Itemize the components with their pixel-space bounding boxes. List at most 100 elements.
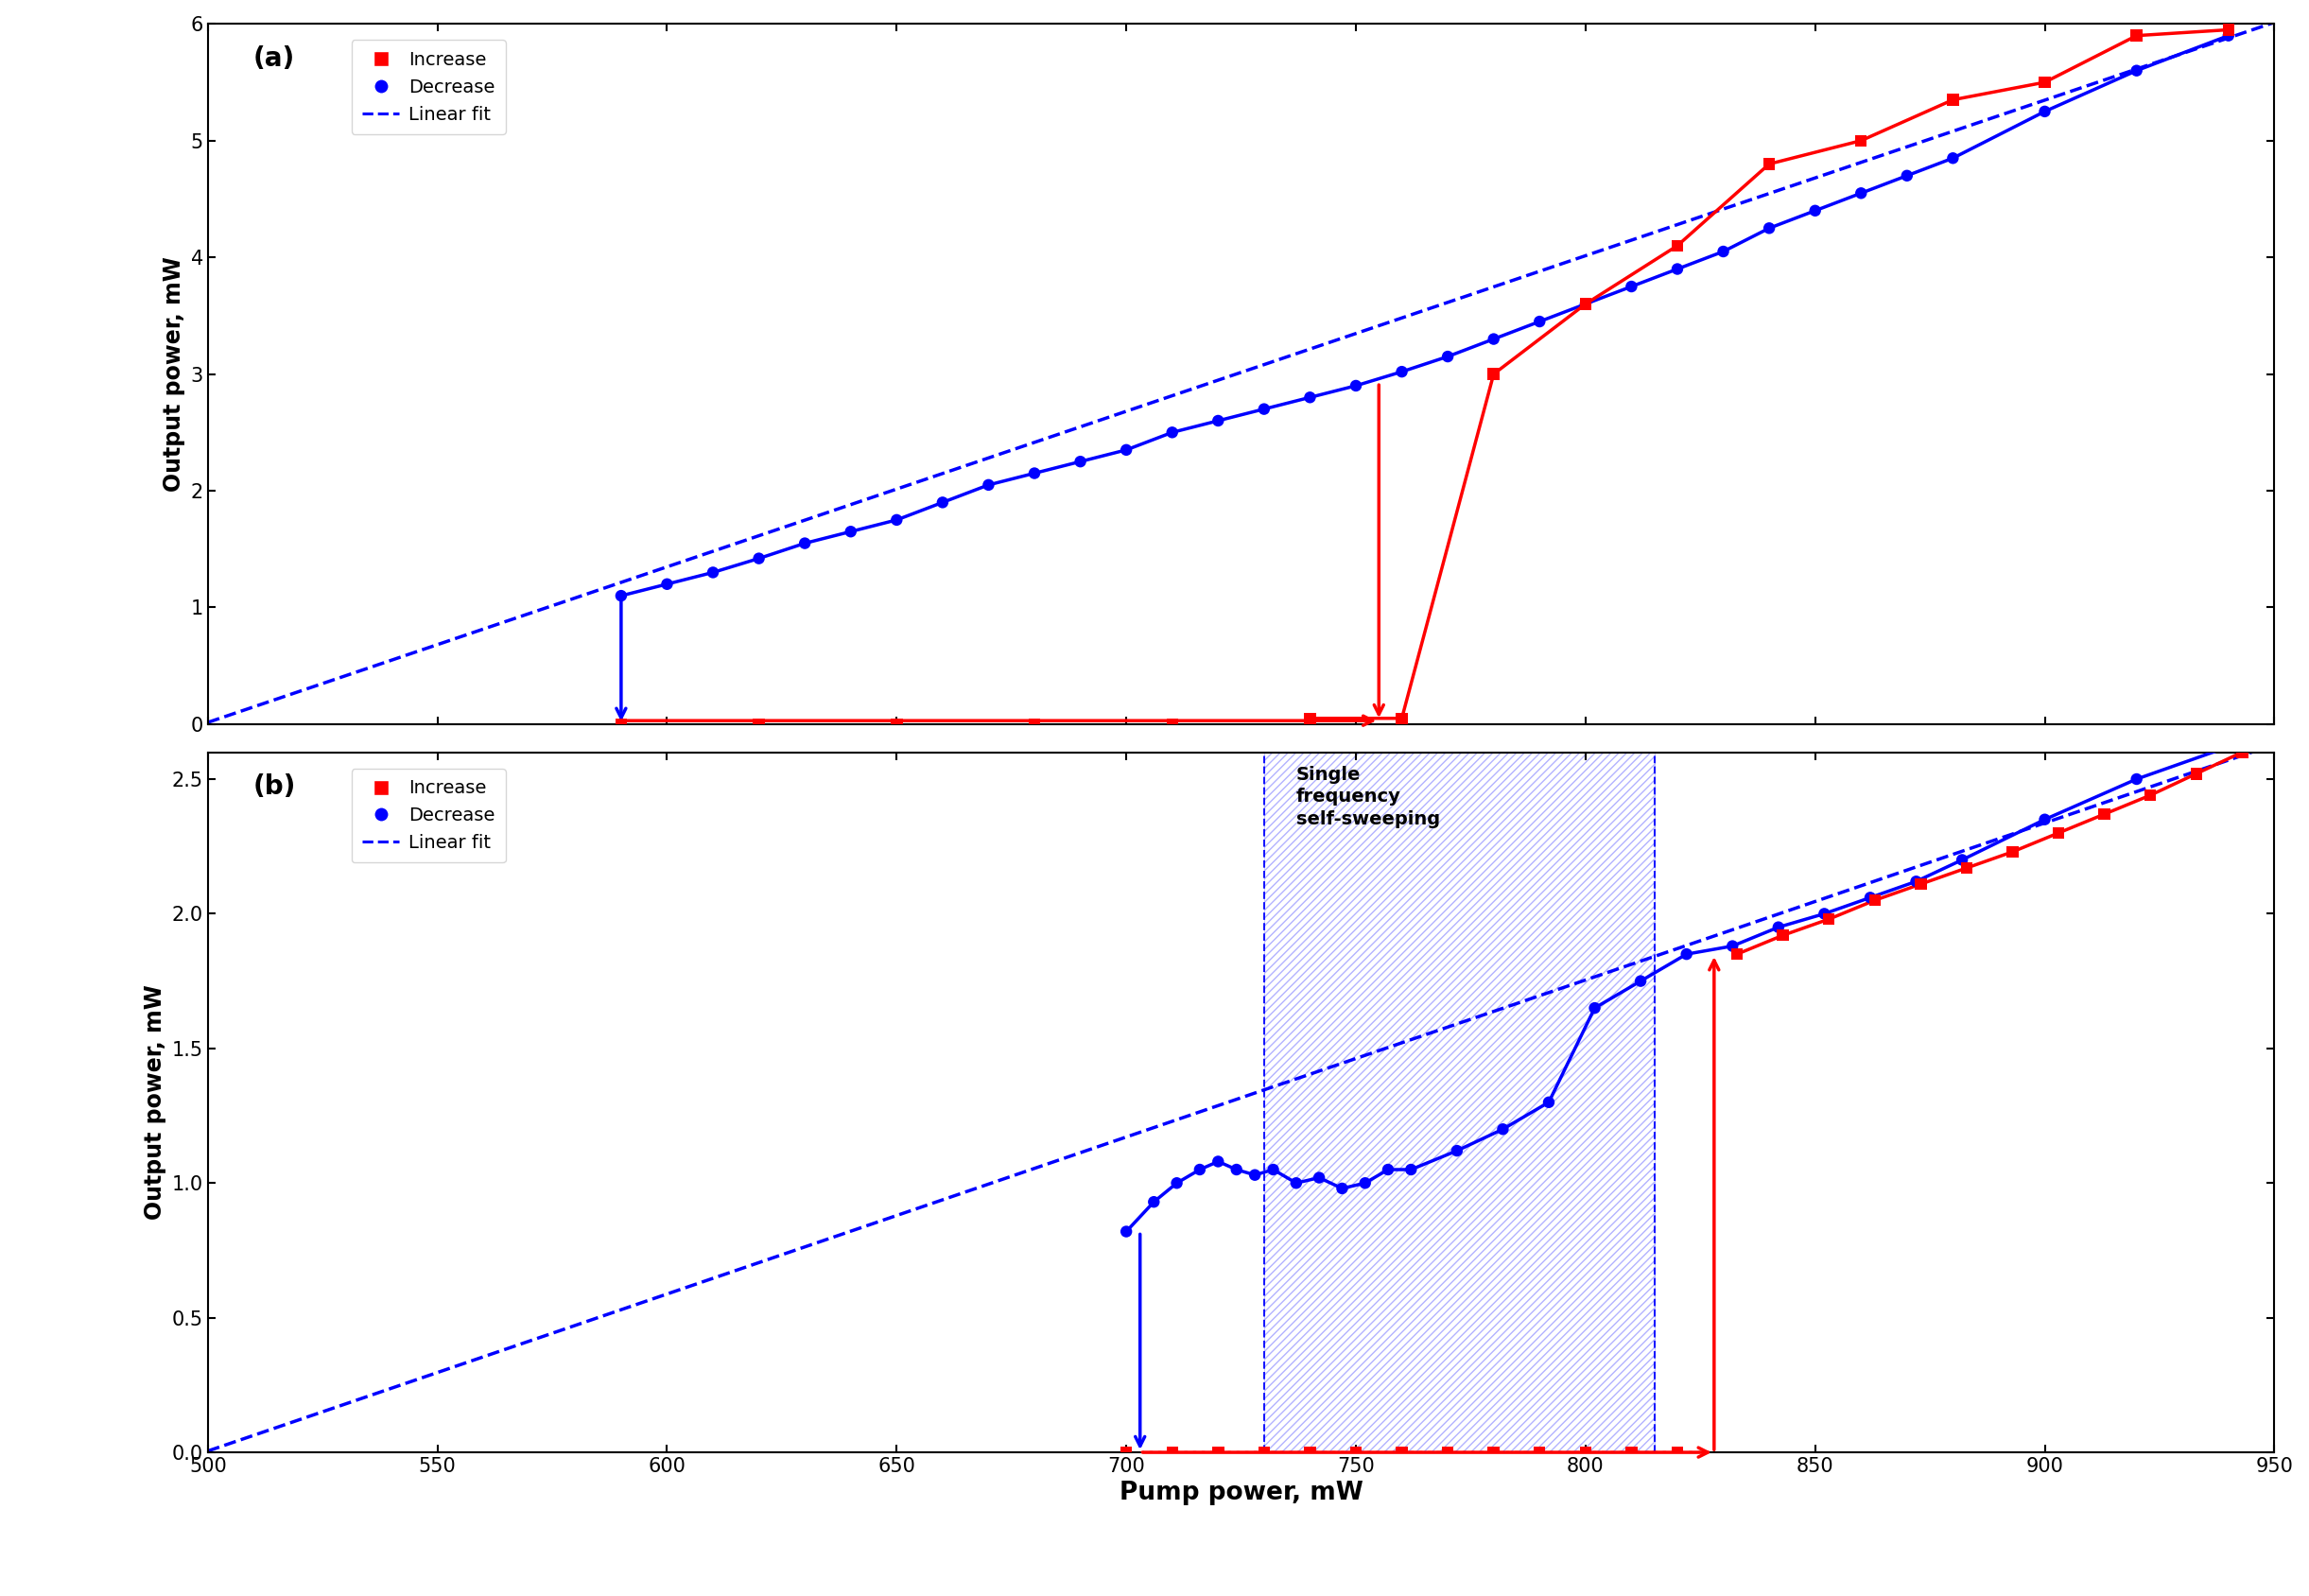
Decrease <box>1219 1157 1256 1183</box>
Increase <box>2224 739 2261 764</box>
Decrease <box>1889 163 1926 188</box>
Point <box>1568 1440 1605 1465</box>
Increase <box>1568 290 1605 316</box>
Decrease <box>1369 1157 1406 1183</box>
Point <box>1429 1440 1466 1465</box>
Legend: Increase, Decrease, Linear fit: Increase, Decrease, Linear fit <box>351 40 506 134</box>
Legend: Increase, Decrease, Linear fit: Increase, Decrease, Linear fit <box>351 768 506 863</box>
Decrease <box>1623 969 1660 994</box>
Decrease <box>2027 99 2064 124</box>
Decrease <box>2210 22 2247 48</box>
Decrease <box>1750 215 1787 241</box>
Decrease <box>1108 437 1145 463</box>
Decrease <box>741 546 778 571</box>
Decrease <box>1485 1117 1522 1143</box>
Point <box>1201 1440 1238 1465</box>
Increase <box>1764 922 1801 948</box>
Increase <box>1016 712 1053 737</box>
Decrease <box>1568 290 1605 316</box>
Decrease <box>1383 359 1420 385</box>
Point <box>1154 1440 1191 1465</box>
Decrease <box>1245 396 1281 421</box>
Decrease <box>2117 57 2154 83</box>
Decrease <box>831 519 868 544</box>
Decrease <box>1154 420 1191 445</box>
Decrease <box>1944 847 1981 873</box>
Point <box>1475 1440 1512 1465</box>
Increase <box>2177 761 2214 787</box>
Increase <box>1935 88 1972 113</box>
Decrease <box>1291 385 1328 410</box>
Decrease <box>787 530 824 555</box>
Decrease <box>1713 934 1750 959</box>
Decrease <box>695 560 732 586</box>
Decrease <box>1277 1170 1314 1195</box>
Increase <box>741 712 778 737</box>
Increase <box>1843 128 1880 153</box>
Increase <box>1475 361 1512 386</box>
Decrease <box>1704 239 1741 265</box>
Text: (b): (b) <box>254 772 296 800</box>
Decrease <box>2210 734 2247 760</box>
Increase <box>1995 839 2032 865</box>
Increase <box>603 712 640 737</box>
Increase <box>1949 855 1986 881</box>
Increase <box>1856 887 1893 913</box>
Decrease <box>2117 766 2154 792</box>
Decrease <box>1136 1189 1173 1215</box>
Point <box>1108 1440 1145 1465</box>
Decrease <box>1429 343 1466 369</box>
Decrease <box>1108 1219 1145 1245</box>
Decrease <box>1182 1157 1219 1183</box>
Decrease <box>1806 902 1843 927</box>
Decrease <box>1614 275 1651 300</box>
Increase <box>1383 705 1420 731</box>
Point <box>1245 1440 1281 1465</box>
Decrease <box>2027 806 2064 832</box>
Increase <box>2131 782 2168 808</box>
Decrease <box>1159 1170 1196 1195</box>
Increase <box>1750 152 1787 177</box>
X-axis label: Pump power, mW: Pump power, mW <box>1120 1481 1362 1505</box>
Decrease <box>1439 1138 1475 1163</box>
Decrease <box>1898 868 1935 894</box>
Decrease <box>1346 1170 1383 1195</box>
Increase <box>1718 942 1755 967</box>
Decrease <box>1475 326 1512 351</box>
Increase <box>2041 820 2078 846</box>
Decrease <box>1531 1090 1568 1116</box>
Increase <box>2210 18 2247 43</box>
Decrease <box>1337 373 1374 399</box>
Increase <box>2085 801 2122 827</box>
Point <box>1337 1440 1374 1465</box>
Decrease <box>1201 1149 1238 1175</box>
Decrease <box>1759 915 1796 940</box>
Decrease <box>1852 884 1889 910</box>
Decrease <box>1935 145 1972 171</box>
Decrease <box>1796 198 1833 223</box>
Increase <box>1658 233 1695 259</box>
Point <box>1614 1440 1651 1465</box>
Increase <box>2027 70 2064 96</box>
Decrease <box>1522 308 1559 334</box>
Point <box>1522 1440 1559 1465</box>
Increase <box>1903 871 1940 897</box>
Decrease <box>1016 461 1053 487</box>
Decrease <box>1392 1157 1429 1183</box>
Point <box>1658 1440 1695 1465</box>
Decrease <box>649 571 686 597</box>
Decrease <box>603 583 640 608</box>
Y-axis label: Output power, mW: Output power, mW <box>162 257 185 492</box>
Y-axis label: Output power, mW: Output power, mW <box>143 985 166 1219</box>
Increase <box>1291 705 1328 731</box>
Decrease <box>1843 180 1880 206</box>
Decrease <box>877 508 914 533</box>
Decrease <box>1201 409 1238 434</box>
Increase <box>1810 907 1847 932</box>
Decrease <box>1235 1162 1272 1187</box>
Decrease <box>1323 1176 1360 1202</box>
Decrease <box>970 472 1007 498</box>
Decrease <box>924 490 961 516</box>
Decrease <box>1300 1165 1337 1191</box>
Increase <box>877 712 914 737</box>
